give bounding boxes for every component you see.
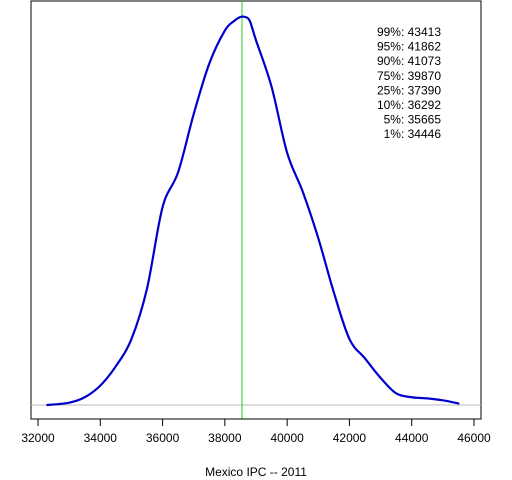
x-tick-label: 34000	[84, 431, 118, 445]
quantile-label: 90%: 41073	[377, 54, 441, 68]
x-tick-label: 44000	[395, 431, 429, 445]
x-axis-title: Mexico IPC -- 2011	[205, 465, 307, 479]
quantile-label: 5%: 35665	[384, 113, 442, 127]
quantile-label: 1%: 34446	[384, 127, 442, 141]
quantile-label: 99%: 43413	[377, 25, 441, 39]
quantile-label: 10%: 36292	[377, 98, 441, 112]
quantile-label: 75%: 39870	[377, 69, 441, 83]
quantile-label: 95%: 41862	[377, 40, 441, 54]
x-tick-label: 36000	[146, 431, 180, 445]
density-curve-0	[46, 15, 460, 407]
x-axis: 32000 34000 36000 38000 40000 42000 44000 46000	[21, 418, 491, 445]
x-tick-label: 40000	[270, 431, 304, 445]
x-tick-label: 38000	[208, 431, 242, 445]
x-tick-label: 42000	[333, 431, 367, 445]
x-tick-label: 32000	[21, 431, 55, 445]
density-curve-layer	[46, 15, 460, 407]
x-tick-label: 46000	[457, 431, 491, 445]
quantile-label: 25%: 37390	[377, 83, 441, 97]
